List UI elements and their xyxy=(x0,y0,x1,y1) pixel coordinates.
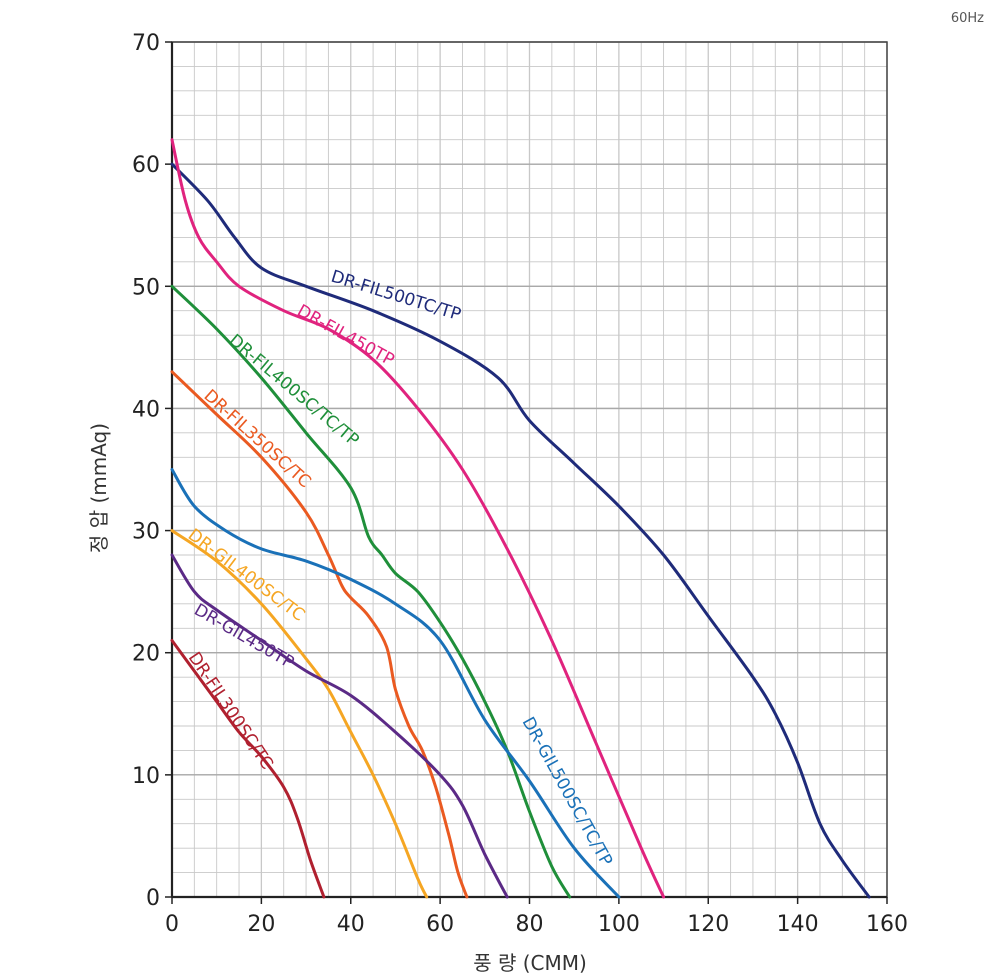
series-label-dr-fil300sc-tc: DR-FIL300SC/TC xyxy=(184,649,277,774)
x-tick-label: 120 xyxy=(687,912,729,937)
series-labels: DR-FIL500TC/TPDR-FIL450TPDR-FIL400SC/TC/… xyxy=(184,267,616,870)
y-tick-label: 10 xyxy=(132,764,160,789)
tick-labels: 0 20 40 60 80 100 120 140 160 0 10 20 30 40 50 60 70 xyxy=(132,31,908,937)
series-line-dr-fil500tc-tp xyxy=(170,162,871,899)
series-line-dr-gil500sc-tc-tp xyxy=(170,468,621,899)
series-label-dr-gil500sc-tc-tp: DR-GIL500SC/TC/TP xyxy=(518,714,617,870)
x-tick-label: 20 xyxy=(247,912,275,937)
y-tick-label: 60 xyxy=(132,153,160,178)
y-tick-label: 40 xyxy=(132,397,160,422)
grid xyxy=(171,41,888,898)
series-line-dr-fil300sc-tc xyxy=(170,639,326,899)
y-tick-label: 0 xyxy=(146,886,160,911)
x-axis-label: 풍 량 (CMM) xyxy=(473,951,587,975)
series-line-dr-fil450tp xyxy=(170,138,666,899)
series-line-dr-gil400sc-tc xyxy=(170,529,429,899)
series-line-dr-gil450tp xyxy=(170,553,509,899)
y-tick-label: 30 xyxy=(132,520,160,545)
x-tick-label: 60 xyxy=(426,912,454,937)
x-tick-label: 160 xyxy=(866,912,908,937)
y-tick-label: 50 xyxy=(132,275,160,300)
series-label-dr-fil450tp: DR-FIL450TP xyxy=(294,301,398,371)
x-tick-label: 40 xyxy=(337,912,365,937)
series-lines xyxy=(170,138,871,899)
frequency-label: 60Hz xyxy=(951,11,984,26)
x-tick-label: 80 xyxy=(516,912,544,937)
series-line-dr-fil400sc-tc-tp xyxy=(170,284,572,899)
y-tick-label: 20 xyxy=(132,642,160,667)
y-axis-label: 정 압 (mmAq) xyxy=(87,423,111,553)
x-tick-label: 100 xyxy=(598,912,640,937)
series-line-dr-fil350sc-tc xyxy=(170,370,469,899)
y-tick-label: 70 xyxy=(132,31,160,56)
x-tick-label: 0 xyxy=(165,912,179,937)
x-tick-label: 140 xyxy=(777,912,819,937)
